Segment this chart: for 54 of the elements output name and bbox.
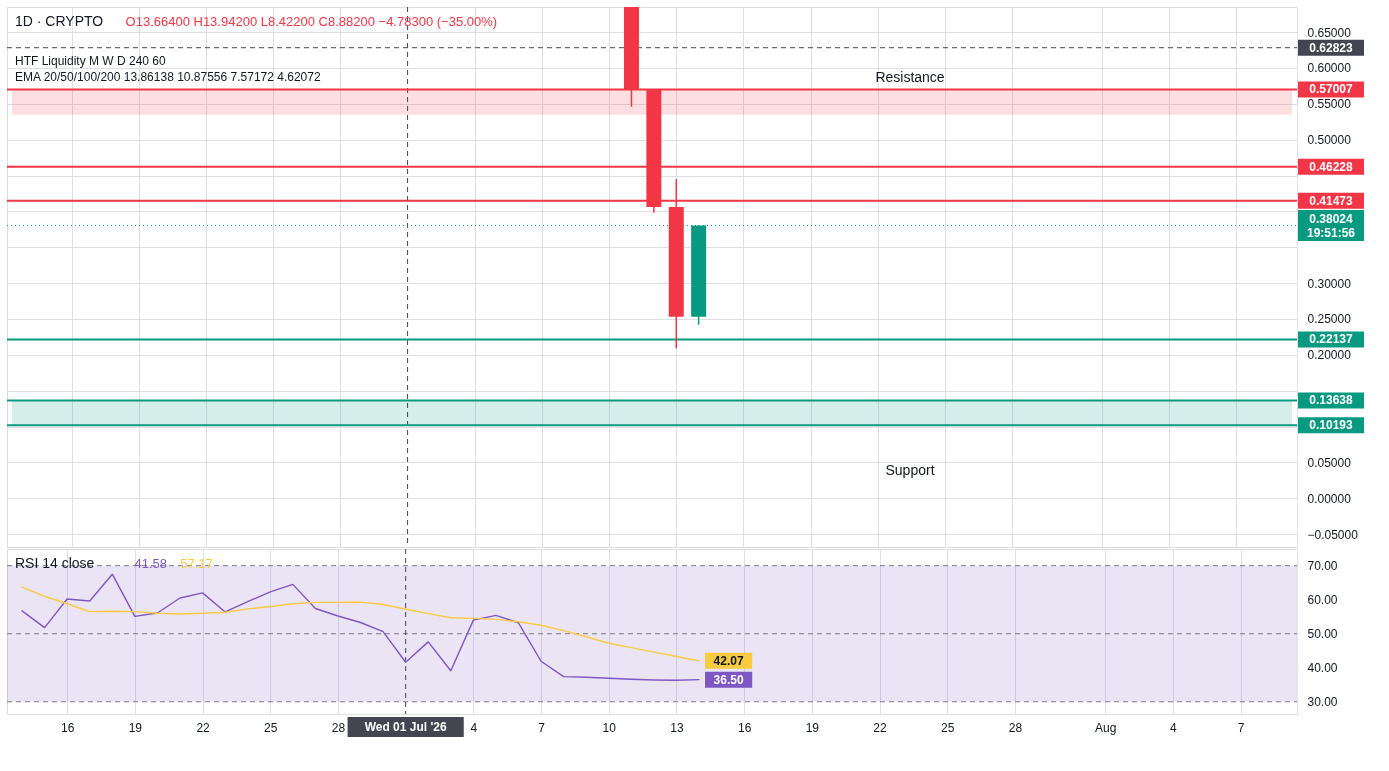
ref-line-label: 0.57007	[1309, 82, 1354, 97]
y-tick-label: 40.00	[1307, 661, 1338, 676]
annotation: EMA 20/50/100/200 13.86138 10.87556 7.57172 4.62072	[15, 70, 321, 84]
y-tick-label: 50.00	[1307, 627, 1338, 642]
y-tick-label: 0.60000	[1307, 61, 1352, 76]
x-tick-label: 22	[196, 720, 211, 735]
y-tick-label: 60.00	[1307, 593, 1338, 608]
x-tick-label: 10	[602, 720, 617, 735]
y-tick-label: 0.30000	[1307, 276, 1352, 291]
y-tick-label: 30.00	[1307, 695, 1338, 710]
ref-line-label: 0.46228	[1309, 159, 1354, 174]
x-tick-label: 28	[1008, 720, 1023, 735]
y-tick-label: 70.00	[1307, 559, 1338, 574]
y-tick-label: 0.20000	[1307, 348, 1352, 363]
ref-line-label: 0.13638	[1309, 393, 1354, 408]
x-tick-label: 4	[470, 720, 478, 735]
text: O13.66400 H13.94200 L8.42200 C8.88200 −4.78300 (−35.00%)	[125, 14, 498, 29]
x-tick-label: 25	[264, 720, 278, 735]
annotation: 41.58	[134, 556, 168, 571]
x-tick-label: 22	[873, 720, 888, 735]
data-label: 36.50	[713, 672, 744, 687]
y-tick-label: 0.25000	[1307, 312, 1352, 327]
x-tick-label: 16	[61, 720, 75, 735]
ref-line-label: 0.62823	[1309, 40, 1354, 55]
annotation: HTF Liquidity M W D 240 60	[15, 54, 167, 68]
ref-line-label: 0.38024 19:51:56	[1306, 211, 1356, 240]
annotation: 57.17	[180, 556, 213, 571]
x-tick-label: 4	[1170, 720, 1178, 735]
x-tick-label: Aug	[1095, 720, 1117, 735]
x-tick-label: 16	[737, 720, 752, 735]
data-label: 42.07	[713, 653, 744, 668]
x-tick-label: 28	[331, 720, 346, 735]
ref-line-label: 0.22137	[1309, 332, 1354, 347]
ref-line-label: 0.10193	[1309, 418, 1354, 433]
chart-title: RSI 14 close	[15, 555, 95, 571]
ref-line-label: 0.41473	[1309, 193, 1354, 208]
band-label: Resistance	[875, 69, 945, 86]
x-tick-label: 19	[805, 720, 820, 735]
y-tick-label: 0.00000	[1307, 491, 1352, 506]
x-tick-label: 19	[128, 720, 143, 735]
x-tick-label: 13	[670, 720, 684, 735]
y-tick-label: 0.05000	[1307, 455, 1352, 470]
ref-line-label: Wed 01 Jul '26	[364, 720, 447, 734]
line-series	[21, 573, 700, 682]
band-label: Support	[885, 462, 935, 479]
x-tick-label: 25	[941, 720, 955, 735]
y-tick-label: 0.65000	[1307, 25, 1352, 40]
x-tick-label: 7	[538, 720, 546, 735]
x-tick-label: 7	[1237, 720, 1245, 735]
chart-title: 1D · CRYPTO	[15, 13, 104, 29]
y-tick-label: 0.50000	[1307, 133, 1352, 148]
y-tick-label: 0.55000	[1307, 97, 1352, 112]
y-tick-label: −0.05000	[1307, 527, 1359, 542]
line-series	[21, 586, 700, 662]
